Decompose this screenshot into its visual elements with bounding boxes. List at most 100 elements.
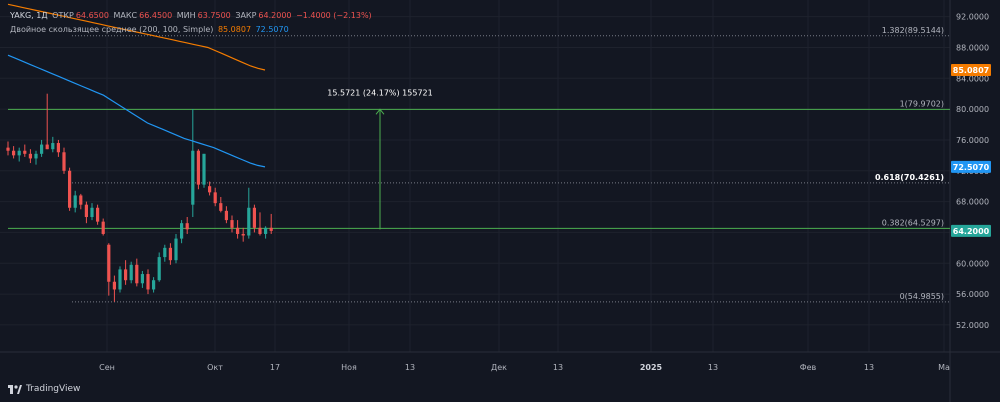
candle-body xyxy=(129,264,133,281)
candle-body xyxy=(140,274,144,284)
candle-body xyxy=(90,207,94,218)
y-tick-label: 76.0000 xyxy=(956,136,989,145)
x-tick-label: 17 xyxy=(270,363,280,372)
measure-arrowhead xyxy=(375,108,385,115)
price-badge-bg xyxy=(951,224,991,237)
candle-body xyxy=(230,220,234,228)
candle-body xyxy=(157,257,161,281)
ma200-value: 85.0807 xyxy=(217,25,252,34)
candle-body xyxy=(174,238,178,261)
tradingview-logo[interactable]: TradingView xyxy=(8,384,80,394)
x-tick-label: 2025 xyxy=(640,363,663,372)
y-tick-label: 84.0000 xyxy=(956,74,989,83)
candle-body xyxy=(163,247,167,258)
low-value: 63.7500 xyxy=(197,11,231,20)
tradingview-icon xyxy=(8,384,22,394)
candle-body xyxy=(185,223,189,230)
price-badge-bg xyxy=(951,160,991,173)
candle-body xyxy=(23,150,27,154)
high-value: 66.4500 xyxy=(139,11,173,20)
y-tick-label: 68.0000 xyxy=(956,198,989,207)
candle-body xyxy=(224,210,228,221)
candle-body xyxy=(124,269,128,281)
candle-body xyxy=(241,233,245,236)
fib-label-0: 0(54.9855) xyxy=(900,292,944,301)
candle-body xyxy=(135,264,139,284)
candle-body xyxy=(28,153,32,159)
candle-body xyxy=(56,143,60,153)
grid xyxy=(0,0,950,352)
ohlc-legend: YAKG, 1Д ОТКР 64.6500 МАКС 66.4500 МИН 63.7… xyxy=(10,11,374,20)
x-tick-label: Ноя xyxy=(341,363,357,372)
candle-body xyxy=(247,207,251,236)
candle-body xyxy=(180,223,184,239)
fib-label-0.382: 0.382(64.5297) xyxy=(882,218,944,227)
ma100-line xyxy=(7,54,266,168)
candle-body xyxy=(12,150,16,156)
y-tick-label: 56.0000 xyxy=(956,290,989,299)
y-tick-label: 60.0000 xyxy=(956,259,989,268)
close-label: ЗАКР xyxy=(235,11,257,20)
symbol-label[interactable]: YAKG, 1Д xyxy=(10,11,48,20)
candle-body xyxy=(112,281,116,290)
ma200-line xyxy=(7,3,266,71)
candle-body xyxy=(73,195,77,208)
candles xyxy=(6,93,273,302)
x-tick-label: Ма xyxy=(938,363,950,372)
candle-body xyxy=(6,147,10,151)
brand-name: TradingView xyxy=(26,384,81,394)
x-tick-label: 13 xyxy=(708,363,718,372)
candle-body xyxy=(202,153,206,185)
candle-body xyxy=(264,227,268,234)
candle-body xyxy=(146,274,150,290)
candle-body xyxy=(208,186,212,193)
candle-body xyxy=(45,144,49,150)
price-badge-bg xyxy=(951,63,991,76)
fib-label-1.382: 1.382(89.5144) xyxy=(882,26,944,35)
x-tick-label: 13 xyxy=(864,363,874,372)
candle-body xyxy=(96,207,100,222)
candle-body xyxy=(152,280,156,290)
candle-body xyxy=(118,269,122,290)
candle-body xyxy=(51,143,55,150)
low-label: МИН xyxy=(176,11,196,20)
ma100-value: 72.5070 xyxy=(255,25,289,34)
candle-body xyxy=(40,144,44,154)
indicator-name[interactable]: Двойное скользящее среднее (200, 100, Si… xyxy=(10,25,214,34)
candle-body xyxy=(258,227,262,234)
open-value: 64.6500 xyxy=(75,11,109,20)
candle-body xyxy=(34,153,38,159)
candle-body xyxy=(17,150,21,156)
candle-body xyxy=(62,152,66,171)
y-tick-label: 80.0000 xyxy=(956,105,989,114)
candle-body xyxy=(101,221,105,234)
price-badge-label: 85.0807 xyxy=(953,66,989,75)
close-value: 64.2000 xyxy=(258,11,292,20)
price-badge-label: 64.2000 xyxy=(953,227,990,236)
x-tick-label: Сен xyxy=(99,363,115,372)
candle-body xyxy=(68,170,72,208)
candle-body xyxy=(107,244,111,282)
candle-body xyxy=(168,247,172,261)
indicator-legend: Двойное скользящее среднее (200, 100, Si… xyxy=(10,25,291,34)
high-label: МАКС xyxy=(113,11,138,20)
open-label: ОТКР xyxy=(52,11,74,20)
measure-label: 15.5721 (24.17%) 155721 xyxy=(327,88,432,97)
fib-label-1: 1(79.9702) xyxy=(900,99,944,108)
x-tick-label: 13 xyxy=(405,363,415,372)
x-tick-label: Окт xyxy=(207,363,223,372)
candle-body xyxy=(196,150,200,185)
candle-body xyxy=(191,150,195,205)
change-value: −1.4000 (−2.13%) xyxy=(296,11,372,20)
y-tick-label: 92.0000 xyxy=(956,13,989,22)
x-tick-label: Фев xyxy=(800,363,817,372)
x-tick-label: 13 xyxy=(553,363,563,372)
candle-body xyxy=(213,192,217,204)
candle-body xyxy=(219,203,223,211)
candle-body xyxy=(79,195,83,205)
candle-body xyxy=(269,227,273,231)
candle-body xyxy=(84,204,88,218)
x-tick-label: Дек xyxy=(491,363,507,372)
